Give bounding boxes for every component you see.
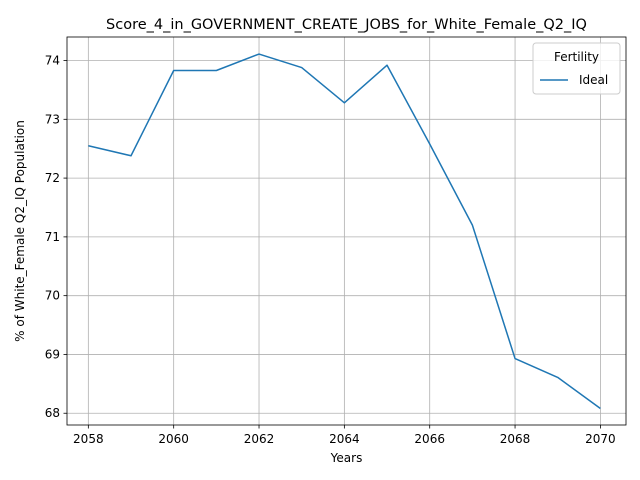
x-axis-label: Years [330,451,363,465]
y-axis: 68 69 70 71 72 73 74 [45,54,67,420]
y-tick-label: 71 [45,230,60,244]
legend-title: Fertility [554,50,599,64]
y-axis-label: % of White_Female Q2_IQ Population [13,120,27,342]
y-tick-label: 69 [45,347,60,361]
y-tick-label: 73 [45,112,60,126]
x-tick-label: 2062 [244,432,275,446]
x-tick-label: 2070 [585,432,616,446]
x-tick-label: 2060 [158,432,189,446]
y-tick-label: 68 [45,406,60,420]
x-tick-label: 2068 [500,432,531,446]
y-tick-label: 72 [45,171,60,185]
plot-frame [66,36,627,426]
x-tick-label: 2058 [73,432,104,446]
chart-title: Score_4_in_GOVERNMENT_CREATE_JOBS_for_Wh… [106,17,587,33]
y-tick-label: 74 [45,54,60,68]
x-axis: 2058 2060 2062 2064 2066 2068 2070 [73,425,616,446]
legend-box [532,42,621,95]
grid-lines [67,37,626,425]
legend: Fertility Ideal [532,42,621,95]
legend-entry-label: Ideal [579,73,608,87]
y-tick-label: 70 [45,289,60,303]
series-group [88,53,601,410]
series-line-ideal [88,53,601,410]
x-tick-label: 2066 [414,432,445,446]
x-tick-label: 2064 [329,432,360,446]
